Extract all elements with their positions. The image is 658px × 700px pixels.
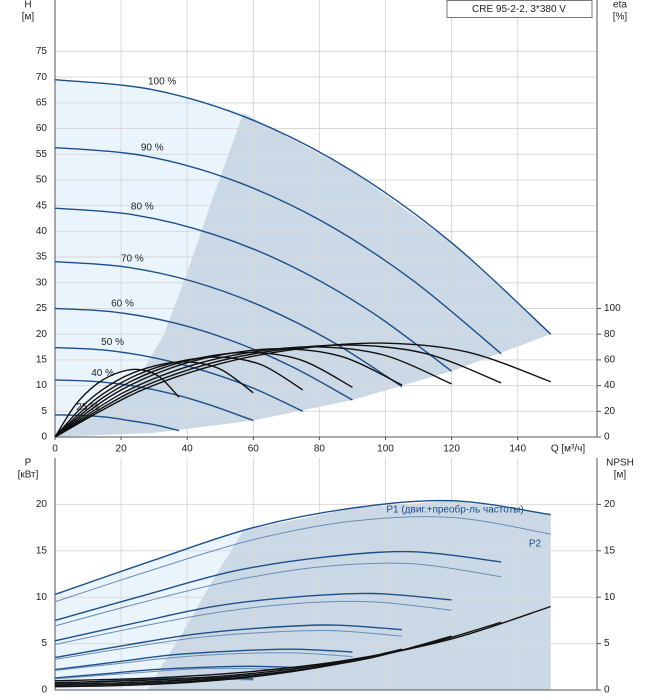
curve [54, 592, 452, 642]
curve-label: 25 % [76, 402, 99, 413]
curve-label: 80 % [131, 202, 154, 213]
y-tick-label: 5 [41, 406, 47, 417]
curve-label: 60 % [111, 299, 134, 310]
chart-title: CRE 95-2-2, 3*380 V [472, 4, 566, 15]
y-tick-label: 15 [36, 355, 48, 366]
x-axis-label: Q [м³/ч] [551, 444, 586, 455]
y-axis-label: H [24, 0, 31, 11]
curve [54, 346, 304, 412]
curve [54, 146, 502, 355]
annotation: P2 [529, 539, 542, 550]
x-tick-label: 100 [377, 444, 394, 455]
secondary-curve [54, 605, 551, 682]
curve-label: 40 % [91, 368, 114, 379]
y-tick-label: 55 [36, 149, 48, 160]
curve-label: 50 % [101, 337, 124, 348]
curve [54, 600, 452, 646]
y2-axis-label: eta [613, 0, 627, 11]
y2-tick-label: 5 [604, 638, 610, 649]
operating-region [147, 500, 551, 690]
y-tick-label: 70 [36, 72, 48, 83]
curve [54, 499, 551, 596]
y2-tick-label: 80 [604, 329, 616, 340]
secondary-curve [54, 361, 254, 438]
curve [54, 562, 502, 627]
secondary-curve [54, 368, 180, 438]
y2-tick-label: 15 [604, 545, 616, 556]
y-tick-label: 60 [36, 123, 48, 134]
curve-label: 100 % [148, 77, 176, 88]
y-axis-unit: [кВт] [18, 470, 39, 481]
curve [54, 624, 403, 659]
y-tick-label: 25 [36, 303, 48, 314]
x-tick-label: 140 [509, 444, 526, 455]
y-axis-label: P [25, 458, 32, 469]
secondary-curve [54, 648, 403, 687]
x-tick-label: 60 [248, 444, 260, 455]
x-tick-label: 40 [182, 444, 194, 455]
y-tick-label: 65 [36, 97, 48, 108]
y-tick-label: 75 [36, 46, 48, 57]
y-tick-label: 5 [41, 638, 47, 649]
curve-label: 90 % [141, 142, 164, 153]
secondary-curve [54, 621, 502, 684]
curve [54, 648, 353, 671]
curve [54, 629, 403, 660]
curve [54, 550, 502, 622]
curve [54, 307, 353, 401]
y2-tick-label: 20 [604, 406, 616, 417]
curve [54, 78, 552, 335]
x-tick-label: 120 [443, 444, 460, 455]
y2-tick-label: 60 [604, 355, 616, 366]
y-tick-label: 20 [36, 499, 48, 510]
y2-tick-label: 100 [604, 303, 621, 314]
curve [54, 207, 453, 372]
y2-tick-label: 0 [604, 685, 610, 696]
y2-tick-label: 20 [604, 499, 616, 510]
y-tick-label: 10 [36, 380, 48, 391]
y2-tick-label: 40 [604, 380, 616, 391]
title-box [446, 0, 593, 18]
secondary-curve [54, 635, 452, 685]
curve [54, 652, 353, 672]
x-tick-label: 0 [52, 444, 58, 455]
operating-region [55, 79, 244, 437]
y-tick-label: 35 [36, 252, 48, 263]
x-tick-label: 80 [314, 444, 326, 455]
secondary-curve [54, 342, 551, 438]
y2-axis-unit: [м] [614, 470, 627, 481]
y-tick-label: 0 [41, 432, 47, 443]
y2-tick-label: 10 [604, 592, 616, 603]
y2-axis-unit: [%] [613, 12, 628, 23]
y-tick-label: 15 [36, 545, 48, 556]
y-tick-label: 50 [36, 175, 48, 186]
curve [54, 665, 303, 679]
curve [54, 379, 254, 422]
y2-tick-label: 0 [604, 432, 610, 443]
x-tick-label: 20 [116, 444, 128, 455]
y-tick-label: 45 [36, 200, 48, 211]
y-axis-unit: [м] [22, 12, 35, 23]
secondary-curve [54, 659, 353, 688]
annotation: P1 (двиг.+преобр-ль частоты) [386, 504, 523, 516]
y-tick-label: 10 [36, 592, 48, 603]
y2-axis-label: NPSH [606, 458, 634, 469]
curve-label: 70 % [121, 253, 144, 264]
curve [54, 516, 551, 603]
y-tick-label: 0 [41, 685, 47, 696]
y-tick-label: 20 [36, 329, 48, 340]
curve [54, 260, 403, 388]
y-tick-label: 40 [36, 226, 48, 237]
y-tick-label: 30 [36, 277, 48, 288]
curve [54, 667, 303, 680]
secondary-curve [54, 344, 502, 438]
operating-region [55, 113, 551, 437]
operating-region [55, 530, 244, 690]
